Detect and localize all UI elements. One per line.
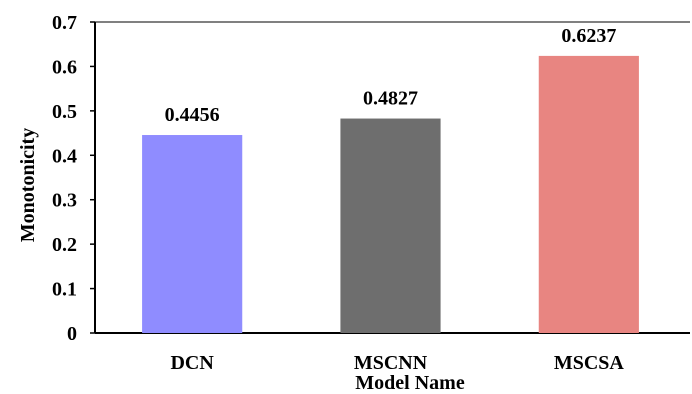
- y-tick-label: 0.1: [52, 279, 77, 301]
- y-tick-label: 0.3: [52, 190, 77, 212]
- y-axis-title: Monotonicity: [17, 128, 39, 242]
- bar-dcn: [142, 135, 243, 333]
- y-axis-ticks: 0 0.1 0.2 0.3 0.4 0.5 0.6 0.7: [52, 12, 95, 345]
- bar-series: [142, 55, 639, 334]
- bar-mscnn: [340, 118, 441, 333]
- x-axis-ticks: DCN MSCNN MSCSA: [170, 352, 624, 374]
- y-tick-label: 0.4: [52, 145, 77, 167]
- y-tick-label: 0.5: [52, 101, 77, 123]
- bar-mscsa: [538, 55, 639, 334]
- x-axis-title: Model Name: [355, 372, 465, 394]
- x-tick-label-mscsa: MSCSA: [554, 352, 625, 374]
- x-tick-label-dcn: DCN: [170, 352, 214, 374]
- y-tick-label: 0.2: [52, 234, 77, 256]
- y-tick-label: 0: [67, 323, 77, 345]
- y-tick-label: 0.7: [52, 12, 77, 34]
- data-labels: 0.4456 0.4827 0.6237: [165, 25, 617, 126]
- y-tick-label: 0.6: [52, 56, 77, 78]
- data-label-mscnn: 0.4827: [363, 88, 418, 110]
- data-label-dcn: 0.4456: [165, 104, 220, 126]
- x-tick-label-mscnn: MSCNN: [354, 352, 428, 374]
- data-label-mscsa: 0.6237: [561, 25, 616, 47]
